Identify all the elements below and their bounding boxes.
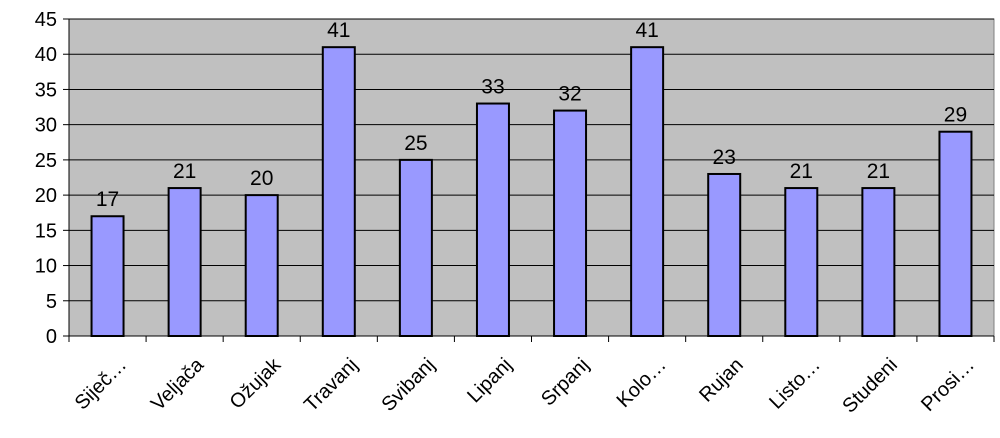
- data-label: 41: [635, 19, 658, 42]
- data-label: 21: [173, 160, 196, 183]
- x-axis: Siječ… Veljača Ožujak Travanj Svibanj Lipanj S…: [68, 335, 995, 418]
- data-label: 17: [96, 188, 119, 211]
- bar: [707, 172, 742, 337]
- x-category-label: Rujan: [695, 354, 748, 407]
- x-category-label: Siječ…: [71, 354, 131, 414]
- y-tick-label: 40: [35, 44, 57, 66]
- data-label: 33: [481, 76, 504, 99]
- y-tick-label: 10: [35, 256, 57, 278]
- y-axis: 0 5 10 15 20 25 30 35 40 45: [35, 9, 70, 348]
- bar: [630, 46, 665, 338]
- bars: [90, 46, 973, 338]
- x-category-label: Kolo…: [613, 354, 671, 412]
- bar: [90, 215, 125, 337]
- data-label: 21: [790, 160, 813, 183]
- bar: [321, 46, 356, 338]
- bar: [475, 102, 510, 337]
- x-category-label: Listo…: [765, 354, 825, 414]
- y-tick-label: 35: [35, 79, 57, 101]
- y-tick-label: 0: [46, 326, 57, 348]
- data-label: 25: [404, 132, 427, 155]
- bar: [244, 194, 279, 337]
- bar: [167, 187, 202, 337]
- data-label: 29: [944, 104, 967, 127]
- data-label: 20: [250, 167, 273, 190]
- gridlines: [69, 18, 994, 302]
- y-tick-label: 45: [35, 9, 57, 31]
- plot-area: [68, 18, 995, 337]
- x-category-label: Ožujak: [226, 353, 286, 413]
- data-labels: 17 21 20 41 25 33 32 41 23 21 21 29: [96, 19, 967, 211]
- y-tick-label: 15: [35, 220, 57, 242]
- x-category-label: Srpanj: [537, 354, 593, 410]
- bar: [398, 158, 433, 337]
- y-tick-label: 5: [46, 291, 57, 313]
- x-category-label: Studeni: [838, 354, 902, 418]
- y-tick-label: 30: [35, 115, 57, 137]
- x-category-label: Travanj: [300, 354, 362, 416]
- x-category-label: Prosi…: [917, 354, 979, 416]
- data-label: 32: [558, 83, 581, 106]
- bar: [861, 187, 896, 337]
- bar: [784, 187, 819, 337]
- x-category-label: Veljača: [147, 353, 209, 415]
- x-category-label: Lipanj: [463, 354, 516, 407]
- y-tick-label: 25: [35, 150, 57, 172]
- data-label: 41: [327, 19, 350, 42]
- y-tick-label: 20: [35, 185, 57, 207]
- bar: [938, 130, 973, 337]
- data-label: 23: [713, 146, 736, 169]
- bar: [553, 109, 588, 337]
- data-label: 21: [867, 160, 890, 183]
- x-category-label: Svibanj: [377, 354, 439, 416]
